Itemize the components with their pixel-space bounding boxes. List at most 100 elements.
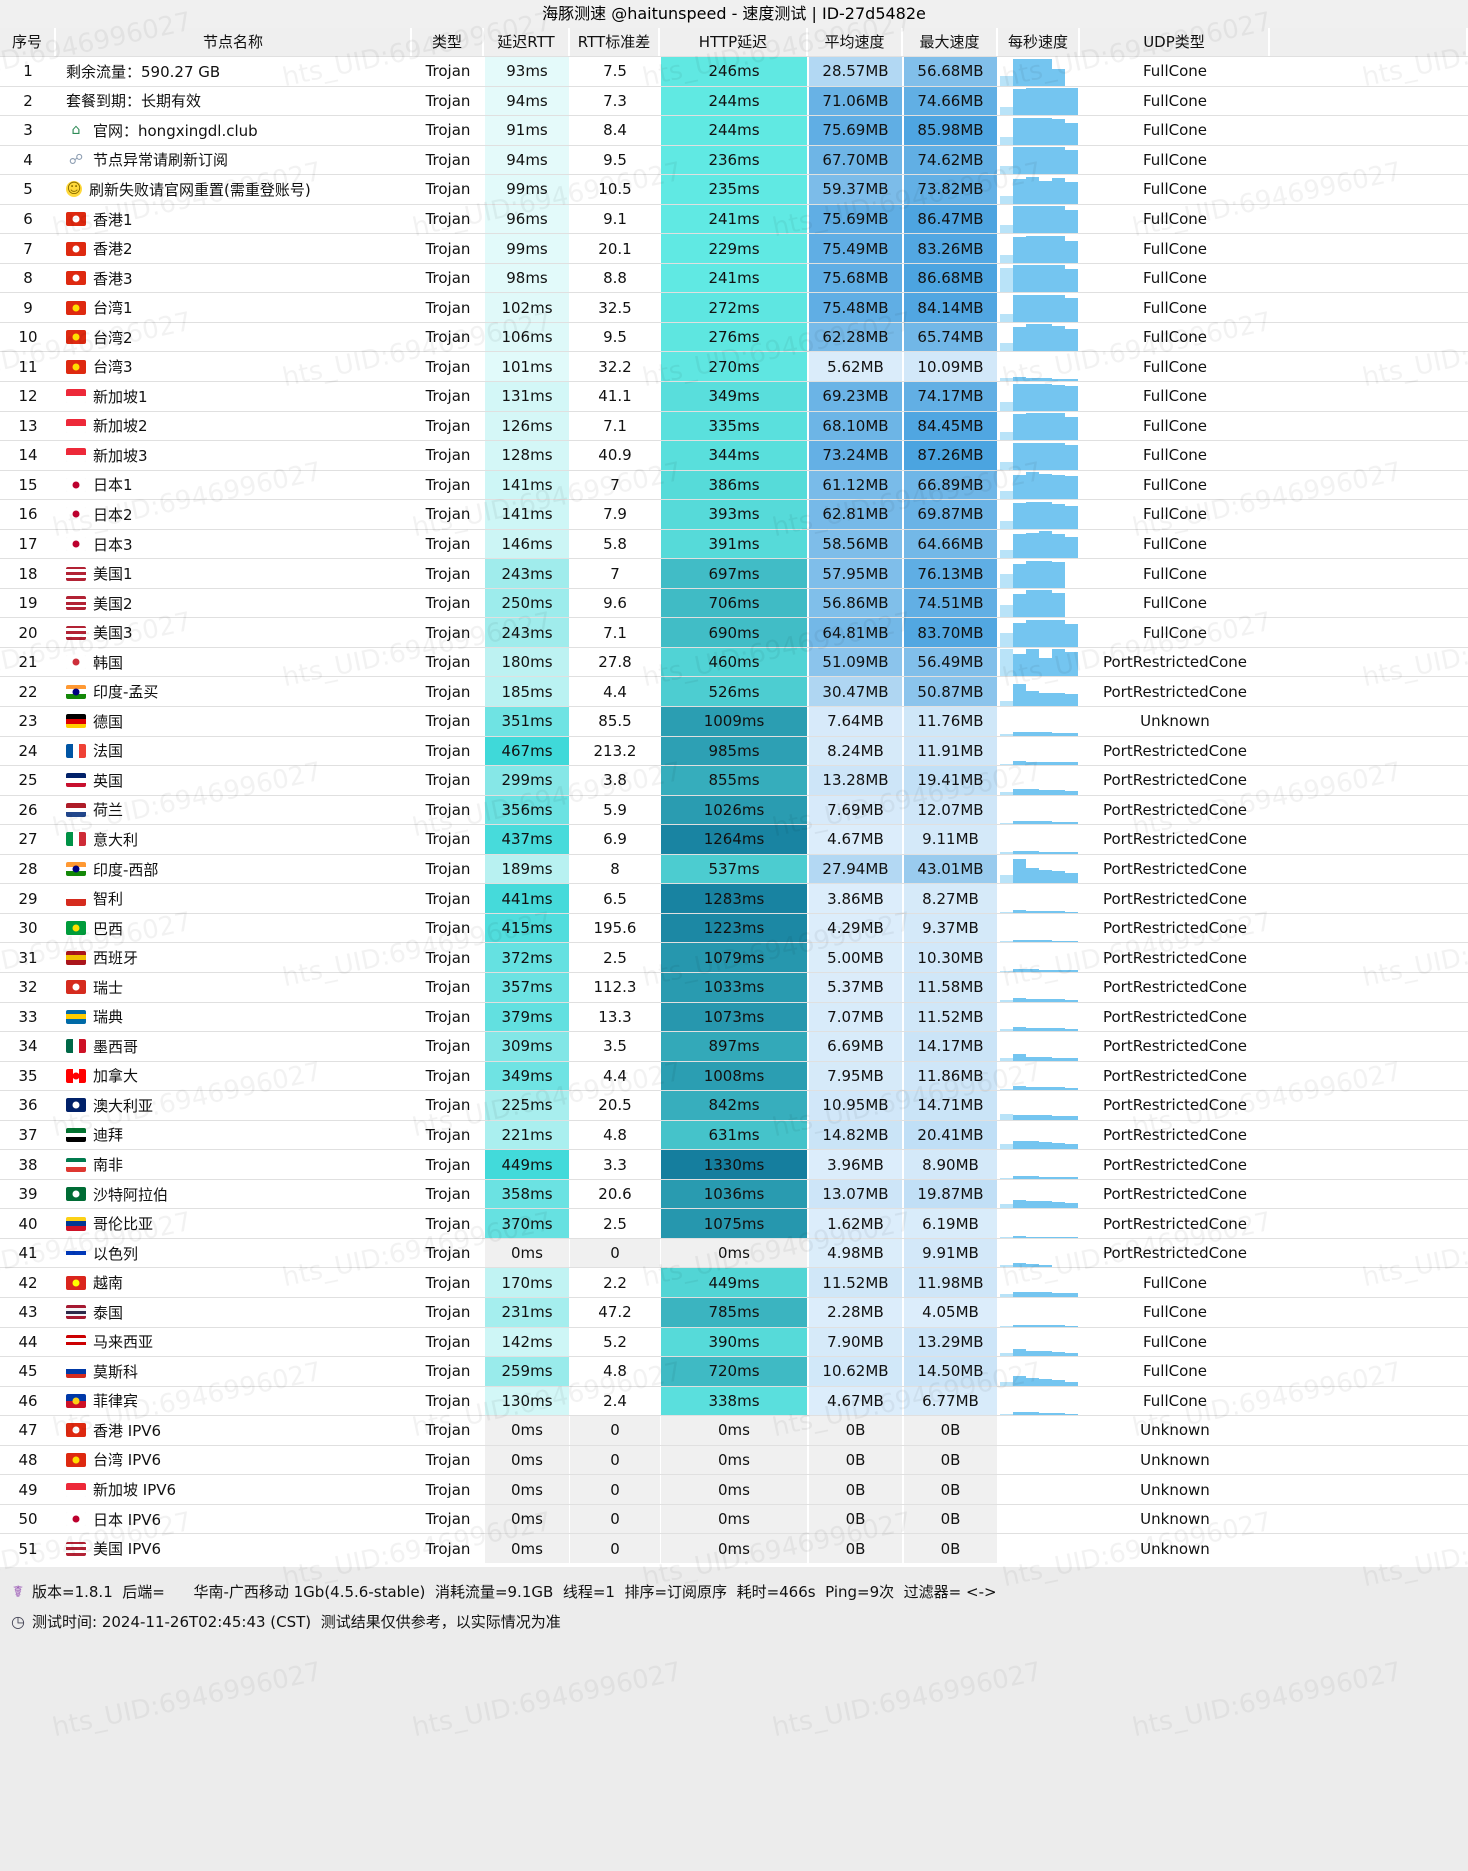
sparkline-bar <box>1013 1114 1026 1120</box>
flag-stripe <box>66 950 86 956</box>
rtt-cell: 170ms <box>484 1268 570 1297</box>
per-second-speed-cell <box>998 205 1080 234</box>
sparkline-bar <box>1000 166 1013 175</box>
sparkline-bar <box>1013 376 1026 382</box>
rtt-stddev-cell: 32.2 <box>598 357 632 376</box>
udp-type-cell: PortRestrictedCone <box>1102 919 1247 938</box>
sparkline-bar <box>1065 1293 1078 1297</box>
avg-speed-cell: 2.28MB <box>808 1297 903 1327</box>
sparkline-bar <box>1052 871 1065 884</box>
udp-type-cell: FullCone <box>1142 1362 1208 1381</box>
max-speed-cell: 11.86MB <box>903 1061 998 1091</box>
table-row: 19 美国2 Trojan 250ms 9.6 706ms 56.86MB 74.51MB Fu… <box>0 587 1468 618</box>
speed-sparkline <box>1000 975 1078 1002</box>
node-name-cell: 以色列 <box>56 1239 412 1268</box>
max-speed-cell: 74.51MB <box>903 588 998 618</box>
max-speed-cell: 8.90MB <box>903 1150 998 1179</box>
rtt-stddev-cell: 7.3 <box>603 91 627 110</box>
row-index: 47 <box>18 1421 38 1440</box>
rtt-cell: 225ms <box>484 1091 570 1120</box>
flag-dot-icon <box>72 1101 80 1109</box>
sparkline-bar <box>1026 761 1039 766</box>
sparkline-bar <box>1026 265 1039 293</box>
rtt-cell: 130ms <box>484 1386 570 1416</box>
rtt-stddev-cell: 13.3 <box>598 1007 632 1026</box>
flag-stripe <box>66 1550 86 1553</box>
sparkline-bar <box>1039 413 1052 441</box>
node-type-cell: Trojan <box>425 1450 471 1469</box>
table-row: 7 香港2 Trojan 99ms 20.1 229ms 75.49MB 83.26MB Ful… <box>0 233 1468 263</box>
rtt-cell: 357ms <box>484 972 570 1002</box>
sparkline-bar <box>1052 534 1065 559</box>
node-name-label: 法国 <box>93 742 124 761</box>
flag-stripe <box>66 1225 86 1231</box>
table-row: 29 智利 Trojan 441ms 6.5 1283ms 3.86MB 8.27MB Port… <box>0 883 1468 913</box>
speed-sparkline <box>1000 768 1078 795</box>
sparkline-bar <box>1000 700 1013 707</box>
node-type-cell: Trojan <box>425 1391 471 1410</box>
http-latency-cell: 241ms <box>660 204 808 234</box>
node-type-cell: Trojan <box>425 741 471 760</box>
node-name-cell: 加拿大 <box>56 1062 412 1091</box>
http-latency-cell: 0ms <box>660 1534 808 1563</box>
row-index: 2 <box>23 91 33 110</box>
node-type-cell: Trojan <box>425 298 471 317</box>
filler-cell <box>1270 530 1468 559</box>
flag-dot-icon <box>72 658 80 666</box>
udp-type-cell: FullCone <box>1142 180 1208 199</box>
udp-type-cell: FullCone <box>1142 387 1208 406</box>
rtt-cell: 94ms <box>484 86 570 116</box>
node-name-label: 节点异常请刷新订阅 <box>93 151 229 170</box>
max-speed-cell: 73.82MB <box>903 175 998 204</box>
http-latency-cell: 1073ms <box>660 1002 808 1032</box>
flag-dot-icon <box>72 363 80 371</box>
table-row: 27 意大利 Trojan 437ms 6.9 1264ms 4.67MB 9.11MB Por… <box>0 824 1468 854</box>
http-latency-cell: 0ms <box>660 1416 808 1445</box>
rtt-stddev-cell: 47.2 <box>598 1303 632 1322</box>
filler-cell <box>1270 1534 1468 1563</box>
speed-sparkline <box>1000 383 1078 411</box>
sparkline-bar <box>1065 123 1078 145</box>
per-second-speed-cell <box>998 1268 1080 1297</box>
table-row: 24 法国 Trojan 467ms 213.2 985ms 8.24MB 11.91MB Po… <box>0 735 1468 766</box>
sparkline-bar <box>1065 999 1078 1002</box>
smiley-icon: ☺ <box>66 181 82 198</box>
rtt-stddev-cell: 6.9 <box>603 830 627 849</box>
sparkline-bar <box>1039 619 1052 647</box>
row-index: 6 <box>23 210 33 228</box>
speed-sparkline <box>1000 827 1078 854</box>
sparkline-bar <box>1000 1113 1013 1120</box>
flag-stripe <box>66 396 86 404</box>
country-flag-icon <box>66 596 86 611</box>
speed-sparkline <box>1000 709 1078 736</box>
node-type-cell: Trojan <box>425 1421 471 1440</box>
sparkline-bar <box>1013 1140 1026 1150</box>
udp-type-cell: PortRestrictedCone <box>1102 860 1247 879</box>
sparkline-bar <box>1052 851 1065 854</box>
rtt-stddev-cell: 2.5 <box>603 1214 627 1233</box>
flag-stripe <box>66 1137 86 1142</box>
sparkline-bar <box>1013 1199 1026 1209</box>
sparkline-bar <box>1013 939 1026 943</box>
country-flag-icon <box>66 980 86 995</box>
sparkline-bar <box>1039 442 1052 470</box>
sparkline-bar <box>1026 377 1039 382</box>
page-title: 海豚测速 @haitunspeed - 速度测试 | ID-27d5482e <box>0 0 1468 28</box>
sparkline-bar <box>1065 1177 1078 1179</box>
sparkline-bar <box>1052 88 1065 116</box>
node-name-cell: 日本3 <box>56 530 412 559</box>
max-speed-cell: 14.50MB <box>903 1357 998 1386</box>
row-index: 35 <box>18 1066 38 1085</box>
sparkline-bar <box>1039 88 1052 116</box>
node-name-label: 美国 IPV6 <box>93 1540 162 1559</box>
node-name-label: 瑞士 <box>93 978 124 997</box>
http-latency-cell: 244ms <box>660 86 808 116</box>
flag-stripe <box>79 1039 86 1054</box>
speed-sparkline <box>1000 1477 1078 1504</box>
sparkline-bar <box>1026 1236 1039 1238</box>
sparkline-bar <box>1000 1088 1013 1091</box>
sparkline-bar <box>1039 1351 1052 1357</box>
sparkline-bar <box>1013 1053 1026 1061</box>
flag-stripe <box>66 1552 86 1556</box>
sparkline-bar <box>1065 182 1078 204</box>
